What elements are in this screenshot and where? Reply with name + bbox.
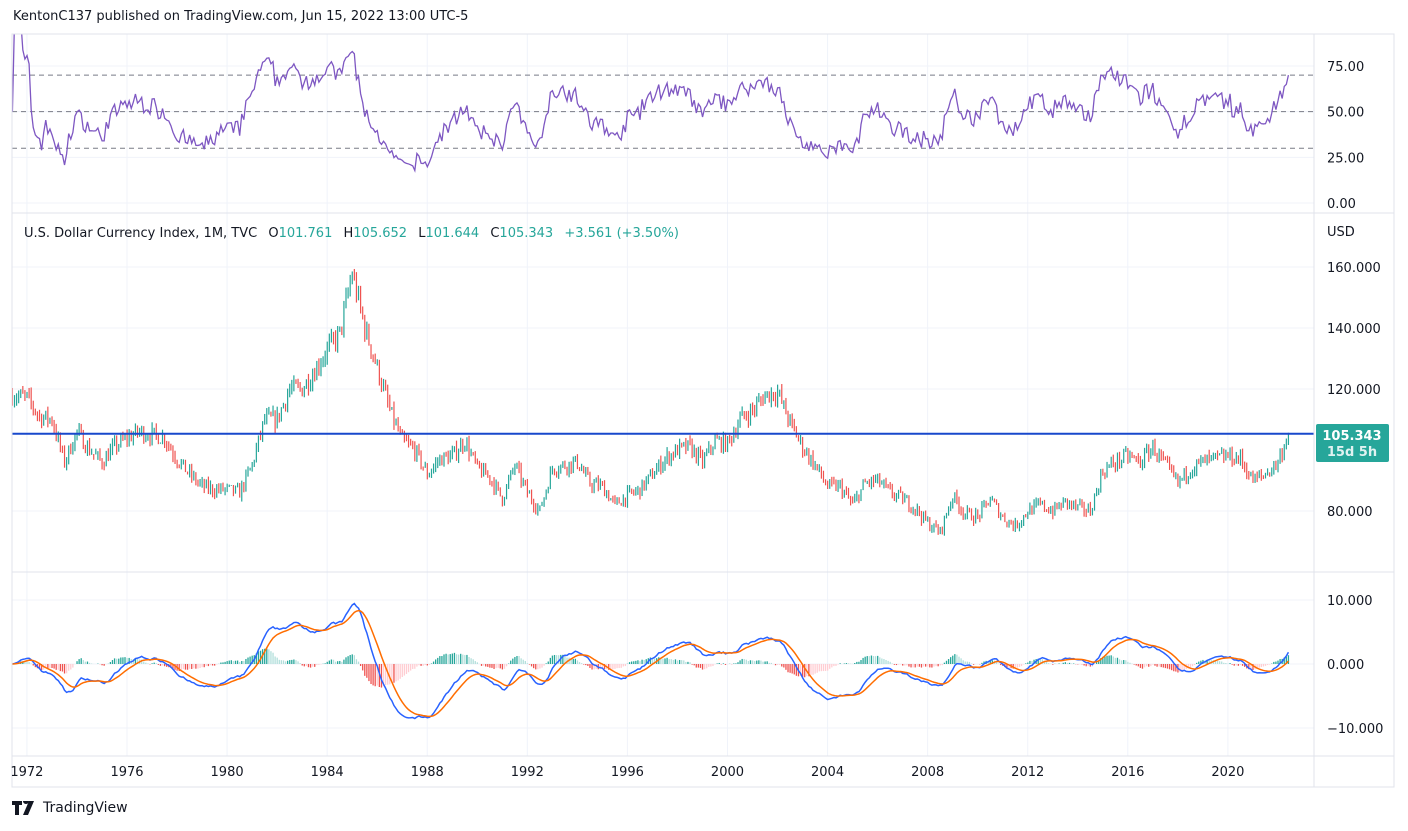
last-price-label: 105.343 15d 5h: [1316, 424, 1389, 462]
close-value: 105.343: [499, 226, 554, 241]
currency-label: USD: [1327, 225, 1355, 240]
y-tick-label: 0.00: [1327, 197, 1356, 212]
y-tick-label: −10.000: [1327, 722, 1383, 737]
rsi-line: [12, 34, 1290, 173]
tradingview-logo-icon: [12, 801, 34, 815]
tradingview-brand[interactable]: TradingView: [12, 800, 128, 816]
low-value: 101.644: [425, 226, 480, 241]
time-tick-label: 2016: [1111, 765, 1144, 780]
symbol-legend: U.S. Dollar Currency Index, 1M, TVC O101…: [24, 226, 679, 241]
macd-histogram: [13, 648, 1290, 688]
publisher-caption: KentonC137 published on TradingView.com,…: [13, 9, 469, 24]
y-tick-label: 80.000: [1327, 505, 1373, 520]
time-tick-label: 2008: [911, 765, 944, 780]
chart-frame: [11, 33, 1395, 788]
symbol-title[interactable]: U.S. Dollar Currency Index, 1M, TVC: [24, 226, 258, 241]
high-label: H: [343, 226, 354, 241]
y-tick-label: 25.00: [1327, 151, 1364, 166]
axes: 1972 1976 1980 1984 1988 1992 1996 2000 2004 2008…: [10, 33, 1395, 788]
open-label: O: [268, 226, 279, 241]
change-value: +3.561 (+3.50%): [564, 226, 679, 241]
time-tick-label: 1972: [10, 765, 43, 780]
last-price-value: 105.343: [1322, 429, 1381, 444]
y-tick-label: 0.000: [1327, 658, 1364, 673]
time-tick-label: 2004: [811, 765, 844, 780]
price-pane: [12, 268, 1314, 536]
time-tick-label: 1996: [611, 765, 644, 780]
y-tick-label: 10.000: [1327, 594, 1373, 609]
time-tick-label: 2020: [1211, 765, 1244, 780]
time-tick-label: 1984: [311, 765, 344, 780]
open-value: 101.761: [278, 226, 333, 241]
y-tick-label: 120.000: [1327, 383, 1381, 398]
y-tick-label: 75.00: [1327, 60, 1364, 75]
high-value: 105.652: [353, 226, 408, 241]
time-tick-label: 2000: [711, 765, 744, 780]
time-tick-label: 1980: [211, 765, 244, 780]
y-tick-label: 50.00: [1327, 106, 1364, 121]
time-tick-label: 1988: [411, 765, 444, 780]
time-tick-label: 1976: [110, 765, 143, 780]
close-label: C: [490, 226, 500, 241]
low-label: L: [418, 226, 426, 241]
brand-name: TradingView: [43, 800, 128, 816]
bar-countdown: 15d 5h: [1327, 445, 1377, 460]
last-price-badge: [1316, 424, 1389, 462]
ohlc-bars: [12, 268, 1290, 536]
time-tick-label: 1992: [511, 765, 544, 780]
macd-pane: [12, 602, 1290, 720]
y-tick-label: 140.000: [1327, 322, 1381, 337]
time-tick-label: 2012: [1011, 765, 1044, 780]
macd-signal-line: [12, 609, 1289, 718]
rsi-pane: [12, 34, 1314, 173]
y-tick-label: 160.000: [1327, 261, 1381, 276]
